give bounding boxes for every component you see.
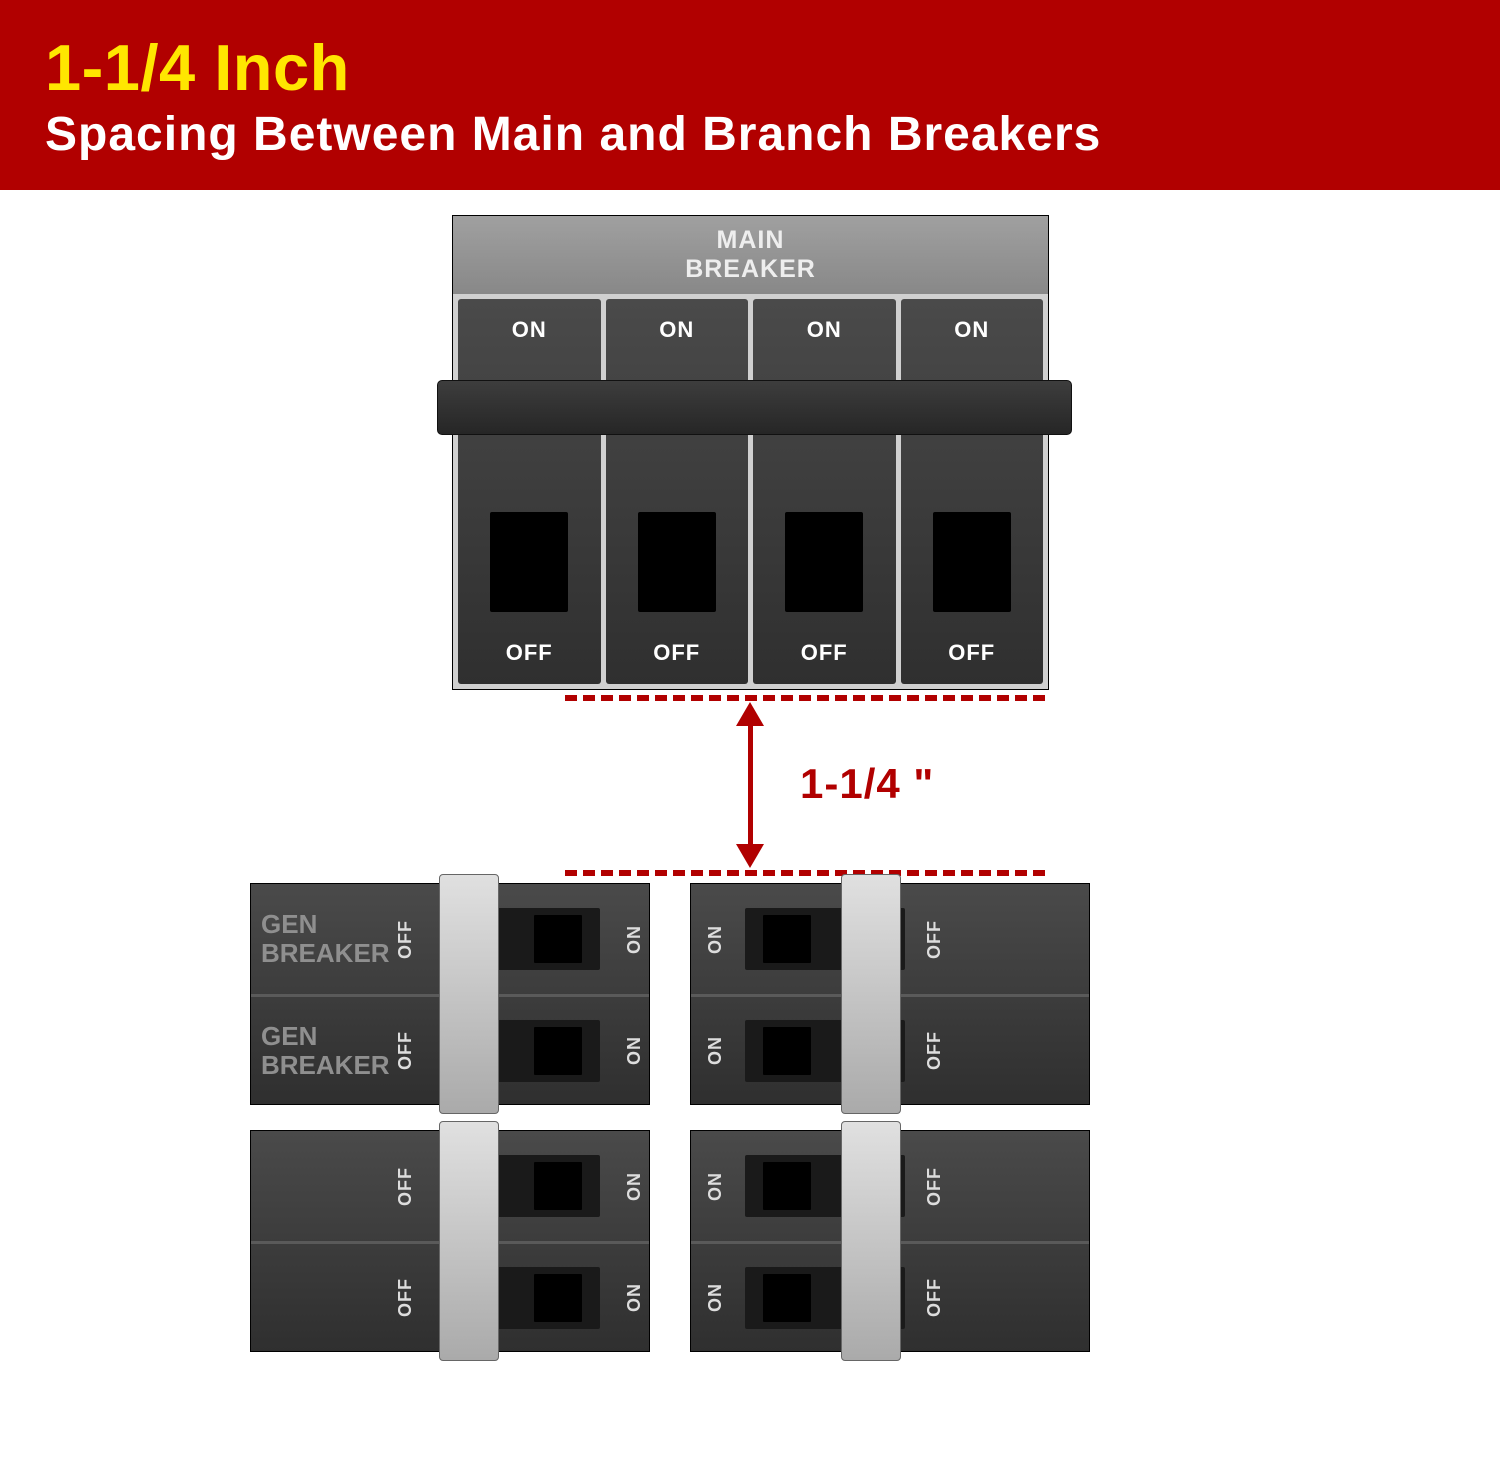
main-breaker-header-line1: MAIN	[717, 226, 785, 255]
dash-top	[565, 695, 1045, 701]
banner-subtitle: Spacing Between Main and Branch Breakers	[45, 107, 1455, 162]
diagram-stage: MAIN BREAKER ON OFF ON OFF ON OFF ON	[0, 190, 1500, 1470]
branch-right-row-2-window	[763, 1027, 811, 1075]
header-banner: 1-1/4 Inch Spacing Between Main and Bran…	[0, 0, 1500, 190]
main-breaker-panel: MAIN BREAKER ON OFF ON OFF ON OFF ON	[452, 215, 1049, 690]
gen-breaker-label-1: GEN BREAKER	[251, 884, 391, 994]
main-pole-4-window	[933, 512, 1011, 612]
main-pole-2-off: OFF	[653, 640, 700, 666]
branch-right-row-1-label	[949, 884, 1089, 994]
main-pole-4-on: ON	[954, 317, 989, 343]
branch-left-top-panel: GEN BREAKER OFF ON GEN BREAKE	[250, 883, 650, 1105]
main-pole-3: ON OFF	[753, 299, 896, 684]
branch-right-bot-handle	[841, 1121, 901, 1361]
branch-left-row-3-label	[251, 1131, 391, 1241]
branch-left-row-2-right-labels: ON	[620, 997, 649, 1104]
main-breaker-header: MAIN BREAKER	[453, 216, 1048, 294]
main-breaker-body: ON OFF ON OFF ON OFF ON OFF	[453, 294, 1048, 689]
branch-right-bot-panel: ON OFF ON OFF	[690, 1130, 1090, 1352]
banner-title: 1-1/4 Inch	[45, 30, 1455, 105]
main-pole-1-off: OFF	[506, 640, 553, 666]
main-pole-2: ON OFF	[606, 299, 749, 684]
branch-right-row-4-label	[949, 1244, 1089, 1351]
main-pole-1: ON OFF	[458, 299, 601, 684]
main-pole-3-on: ON	[807, 317, 842, 343]
branch-right-row-3-window	[763, 1162, 811, 1210]
branch-right-column-bottom: ON OFF ON OFF	[690, 1130, 1090, 1352]
main-breaker-header-line2: BREAKER	[685, 255, 816, 284]
main-pole-3-window	[785, 512, 863, 612]
main-pole-1-on: ON	[512, 317, 547, 343]
branch-right-top-panel: ON OFF ON OFF	[690, 883, 1090, 1105]
main-pole-4: ON OFF	[901, 299, 1044, 684]
measurement-label: 1-1/4 "	[800, 760, 934, 808]
branch-right-row-1-window	[763, 915, 811, 963]
branch-right-top-handle	[841, 874, 901, 1114]
main-breaker-handle	[437, 380, 1072, 435]
branch-left-row-2-window	[534, 1027, 582, 1075]
branch-right-row-3-label	[949, 1131, 1089, 1241]
branch-right-column: ON OFF ON OFF	[690, 883, 1090, 1105]
dash-bottom	[565, 870, 1045, 876]
main-pole-2-on: ON	[659, 317, 694, 343]
branch-left-row-1-left-labels: OFF	[391, 884, 420, 994]
branch-left-row-2-left-labels: OFF	[391, 997, 420, 1104]
main-pole-2-window	[638, 512, 716, 612]
branch-left-row-3-window	[534, 1162, 582, 1210]
measurement-arrow	[748, 720, 753, 850]
branch-left-row-1-window	[534, 915, 582, 963]
branch-left-bot-panel: OFF ON OFF ON	[250, 1130, 650, 1352]
branch-left-row-4-window	[534, 1274, 582, 1322]
main-pole-4-off: OFF	[948, 640, 995, 666]
arrow-head-down-icon	[736, 844, 764, 868]
branch-left-top-handle	[439, 874, 499, 1114]
gen-breaker-label-2: GEN BREAKER	[251, 997, 391, 1104]
main-pole-1-window	[490, 512, 568, 612]
branch-left-row-4-label	[251, 1244, 391, 1351]
branch-left-row-1-right-labels: ON	[620, 884, 649, 994]
branch-left-bot-handle	[439, 1121, 499, 1361]
branch-right-row-4-window	[763, 1274, 811, 1322]
branch-right-row-2-label	[949, 997, 1089, 1104]
main-pole-3-off: OFF	[801, 640, 848, 666]
branch-left-column-bottom: OFF ON OFF ON	[250, 1130, 650, 1352]
branch-left-column: GEN BREAKER OFF ON GEN BREAKE	[250, 883, 650, 1105]
